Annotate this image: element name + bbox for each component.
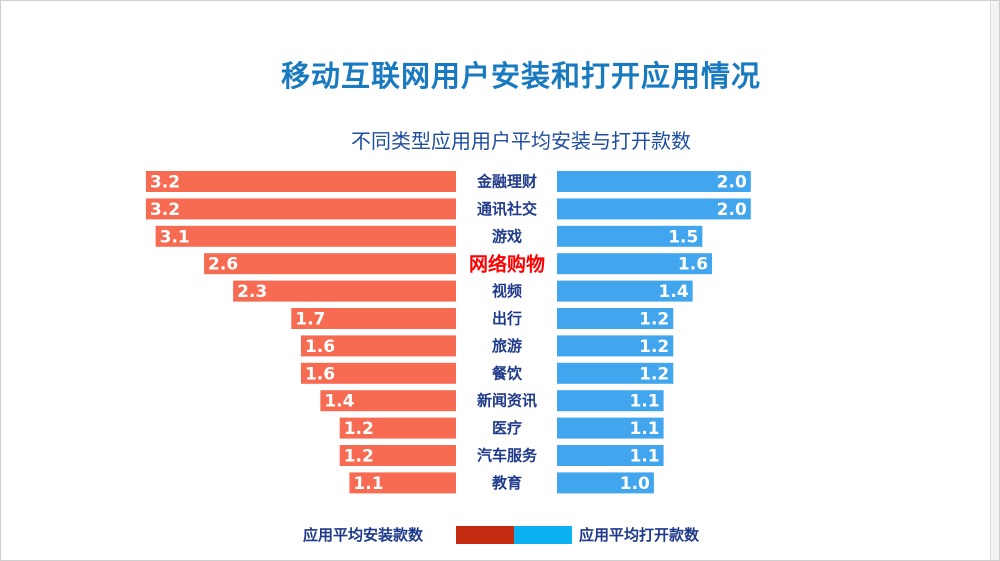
open-bar-2 xyxy=(557,225,703,247)
open-bar-10 xyxy=(557,445,664,466)
open-value-label-2: 1.5 xyxy=(668,227,698,247)
install-value-label-9: 1.2 xyxy=(344,419,374,439)
install-bar-1 xyxy=(145,198,457,220)
category-label-5: 出行 xyxy=(492,310,522,328)
open-bar-1 xyxy=(557,198,751,220)
open-bar-9 xyxy=(557,417,664,439)
open-value-label-4: 1.4 xyxy=(659,282,689,302)
install-value-label-11: 1.1 xyxy=(353,474,383,494)
install-value-label-0: 3.2 xyxy=(150,173,180,193)
category-label-0: 金融理财 xyxy=(476,173,537,191)
install-bar-5 xyxy=(291,308,456,329)
open-value-label-3: 1.6 xyxy=(678,255,708,275)
open-value-label-0: 2.0 xyxy=(717,173,747,193)
open-value-label-8: 1.1 xyxy=(629,392,659,412)
install-bar-9 xyxy=(339,417,456,439)
chart-subtitle: 不同类型应用用户平均安装与打开款数 xyxy=(351,129,691,153)
page-title: 移动互联网用户安装和打开应用情况 xyxy=(280,59,761,93)
open-bar-4 xyxy=(557,280,693,302)
install-bar-2 xyxy=(155,225,457,247)
legend-swatch-open xyxy=(514,526,572,544)
open-bar-11 xyxy=(557,472,654,494)
open-bar-0 xyxy=(557,171,751,192)
category-label-4: 视频 xyxy=(492,282,522,300)
category-label-2: 游戏 xyxy=(492,227,522,245)
install-value-label-4: 2.3 xyxy=(237,282,267,302)
open-bar-6 xyxy=(557,335,674,357)
category-label-6: 旅游 xyxy=(492,337,522,355)
legend-swatch-install xyxy=(456,526,514,544)
category-label-1: 通讯社交 xyxy=(477,200,537,218)
open-value-label-5: 1.2 xyxy=(639,310,669,330)
scrollbar[interactable] xyxy=(990,1,999,560)
open-value-label-10: 1.1 xyxy=(629,447,659,467)
category-label-11: 教育 xyxy=(491,474,522,492)
install-bar-0 xyxy=(145,171,457,192)
category-label-9: 医疗 xyxy=(492,419,522,437)
install-value-label-7: 1.6 xyxy=(305,364,335,384)
open-value-label-1: 2.0 xyxy=(717,200,747,220)
install-value-label-2: 3.1 xyxy=(160,227,190,247)
legend-label-install: 应用平均安装款数 xyxy=(303,526,424,544)
category-label-8: 新闻资讯 xyxy=(477,392,537,410)
install-value-label-5: 1.7 xyxy=(295,310,325,330)
open-bar-3 xyxy=(557,253,713,275)
install-bar-3 xyxy=(204,253,456,275)
open-value-label-7: 1.2 xyxy=(639,364,669,384)
category-label-7: 餐饮 xyxy=(492,364,523,382)
category-label-10: 汽车服务 xyxy=(477,447,538,465)
open-bar-8 xyxy=(557,390,664,412)
open-value-label-6: 1.2 xyxy=(639,337,669,357)
install-bar-10 xyxy=(339,445,456,466)
category-label-3: 网络购物 xyxy=(469,253,545,276)
chart-legend: 应用平均安装款数 应用平均打开款数 xyxy=(1,523,999,547)
install-bar-6 xyxy=(300,335,456,357)
open-bar-5 xyxy=(557,308,674,329)
install-value-label-1: 3.2 xyxy=(150,200,180,220)
install-bar-4 xyxy=(233,280,456,302)
install-bar-8 xyxy=(320,390,456,412)
install-value-label-8: 1.4 xyxy=(324,392,354,412)
open-value-label-9: 1.1 xyxy=(629,419,659,439)
diverging-bar-chart: 3.2 2.0 金融理财 3.2 2.0 通讯社交 3.1 1.5 游戏 2.6 1.6 网络购物 2.… xyxy=(145,171,751,494)
open-bar-7 xyxy=(557,362,674,384)
install-value-label-3: 2.6 xyxy=(208,255,238,275)
install-value-label-10: 1.2 xyxy=(344,447,374,467)
open-value-label-11: 1.0 xyxy=(620,474,650,494)
legend-label-open: 应用平均打开款数 xyxy=(579,526,700,544)
install-bar-11 xyxy=(349,472,456,494)
install-bar-7 xyxy=(300,362,456,384)
install-value-label-6: 1.6 xyxy=(305,337,335,357)
